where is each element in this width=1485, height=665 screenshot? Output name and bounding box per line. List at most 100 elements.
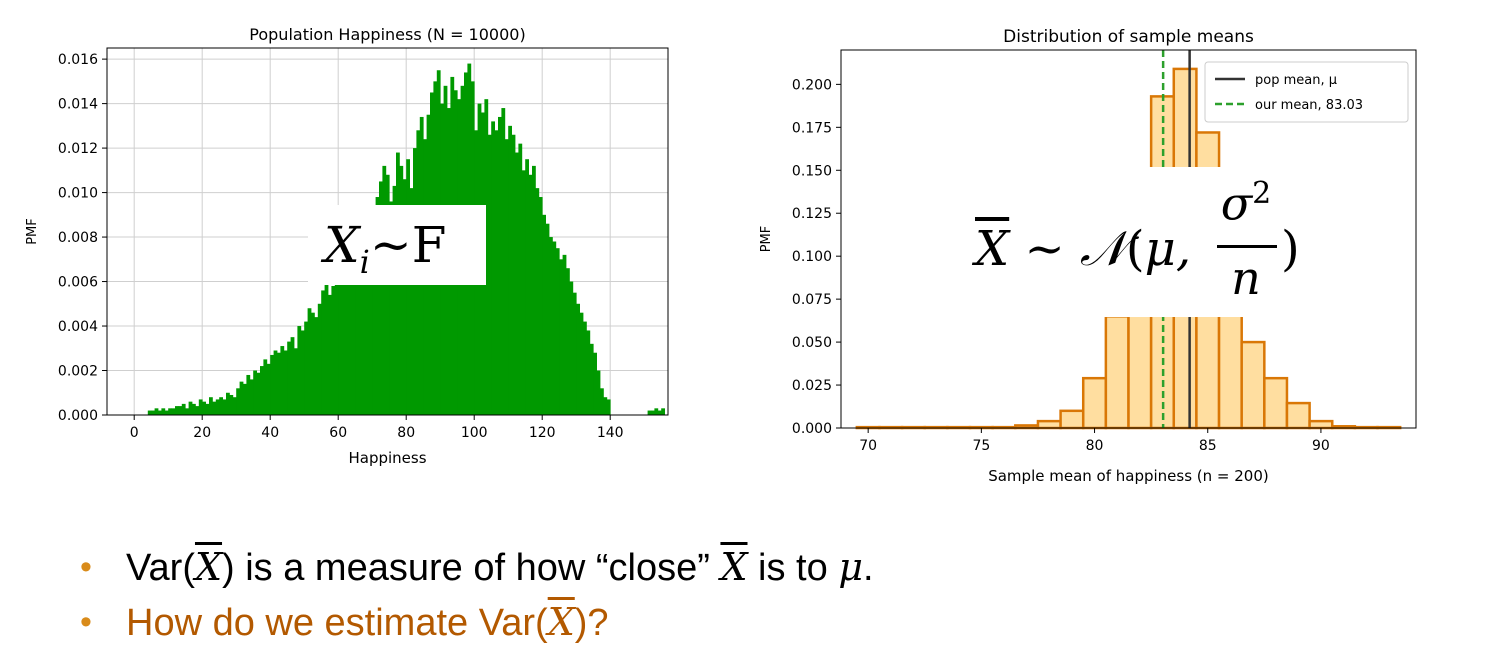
x-tick-label: 20 (193, 425, 211, 441)
hist-bar (202, 401, 206, 415)
x-axis-label: Happiness (348, 449, 426, 467)
hist-bar (515, 152, 519, 415)
hist-bar (175, 406, 179, 415)
hist-bar (358, 254, 363, 415)
x-axis-label: Sample mean of happiness (n = 200) (988, 467, 1269, 485)
sample-mean-bar (1285, 401, 1311, 430)
hist-bar (331, 285, 336, 415)
hist-bar (209, 397, 213, 415)
hist-bar (498, 116, 502, 416)
hist-bar (484, 99, 489, 415)
formula-open-paren: ( (1125, 221, 1145, 277)
hist-bar (345, 268, 349, 415)
hist-bar (304, 321, 308, 415)
hist-bar (307, 308, 312, 415)
hist-bar (549, 237, 553, 415)
hist-bar (647, 410, 652, 415)
y-tick-label: 0.175 (792, 120, 832, 136)
hist-bar (253, 370, 257, 415)
hist-bar (171, 408, 176, 415)
formula-xbar: X (975, 221, 1010, 277)
b1-mu: μ (838, 545, 864, 589)
y-tick-label: 0.004 (58, 319, 98, 335)
formula-close-paren: ) (1281, 221, 1300, 277)
hist-bar (314, 317, 319, 415)
hist-bar (168, 408, 172, 415)
legend-box (1204, 61, 1409, 123)
formula-normal-dist: X ~ 𝒩(μ, σ2 n ) (965, 167, 1320, 317)
hist-bar (508, 125, 512, 416)
hist-bar (215, 399, 220, 415)
sample-mean-bar (1263, 376, 1289, 430)
hist-bar (491, 121, 495, 416)
hist-bar (161, 408, 166, 415)
hist-bar (402, 179, 407, 415)
hist-bar (521, 170, 526, 415)
sample-mean-bar (1081, 376, 1108, 430)
hist-bar (399, 165, 404, 415)
hist-bar (511, 134, 516, 415)
y-tick-label: 0.008 (58, 230, 98, 246)
sample-mean-bar (1240, 340, 1266, 430)
hist-bar (300, 330, 305, 415)
y-tick-label: 0.100 (792, 249, 832, 265)
sample-mean-bar (1104, 315, 1130, 430)
hist-bar (487, 134, 492, 415)
hist-bar (154, 408, 159, 415)
hist-bar (392, 185, 397, 415)
legend-label: pop mean, μ (1255, 73, 1337, 88)
hist-bar (603, 397, 608, 415)
hist-bar (321, 290, 325, 415)
hist-bar (600, 388, 604, 415)
hist-bar (229, 394, 234, 415)
formula-n: n (1231, 251, 1261, 305)
formula-sub-i: i (359, 243, 370, 281)
hist-bar (181, 403, 186, 415)
formula-tilde: ~ (1024, 221, 1065, 277)
hist-bar (348, 272, 353, 415)
x-tick-label: 70 (859, 438, 877, 454)
formula-x: X (324, 216, 360, 274)
hist-bar (158, 410, 162, 415)
b1-mid: ) is a measure of how “close” (222, 547, 721, 589)
hist-bar (365, 225, 370, 415)
hist-bar (661, 408, 665, 415)
hist-bar (297, 326, 302, 415)
y-tick-label: 0.016 (58, 52, 98, 68)
hist-bar (341, 281, 346, 415)
hist-bar (651, 410, 655, 415)
hist-bar (409, 188, 414, 415)
hist-bar (389, 201, 393, 415)
hist-bar (290, 337, 295, 415)
sample-mean-bar (1308, 419, 1334, 430)
y-tick-label: 0.000 (58, 408, 98, 424)
hist-bar (542, 214, 546, 415)
x-tick-label: 85 (1199, 438, 1217, 454)
hist-bar (277, 352, 281, 415)
hist-bar (379, 181, 383, 415)
hist-bar (586, 330, 591, 415)
y-tick-label: 0.012 (58, 141, 98, 157)
sample-mean-bar (1059, 409, 1085, 430)
x-tick-label: 90 (1312, 438, 1330, 454)
hist-bar (270, 354, 274, 415)
bullet-list: • Var(X) is a measure of how “close” X i… (80, 540, 874, 650)
chart-title: Distribution of sample means (1003, 27, 1254, 47)
hist-bar (294, 348, 298, 415)
hist-bar (657, 410, 662, 415)
hist-bar (185, 408, 189, 415)
y-axis-label: PMF (25, 218, 40, 245)
bullet-dot-1: • (80, 548, 92, 586)
hist-bar (222, 399, 227, 415)
y-tick-label: 0.075 (792, 292, 832, 308)
b1-end: . (863, 547, 874, 589)
hist-bar (385, 174, 390, 415)
hist-bar (576, 303, 580, 415)
bullet-dot-2: • (80, 603, 92, 641)
hist-bar (249, 379, 254, 415)
y-axis-label: PMF (759, 226, 774, 253)
hist-bar (164, 410, 169, 415)
hist-bar (280, 346, 285, 415)
hist-bar (579, 312, 584, 415)
hist-bar (566, 268, 570, 415)
